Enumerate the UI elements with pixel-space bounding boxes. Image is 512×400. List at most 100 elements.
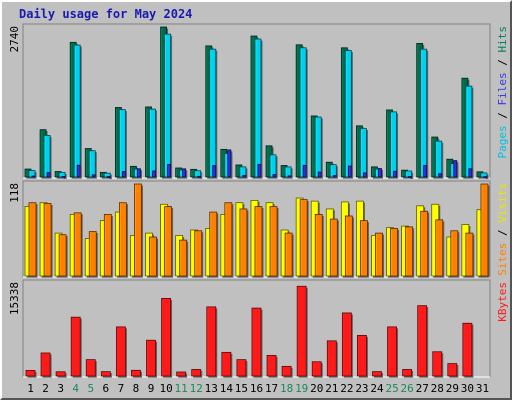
bar-sites-day-8 xyxy=(134,183,142,277)
side-label-hits: Hits xyxy=(496,26,509,53)
bar-sites-day-9 xyxy=(149,236,157,277)
x-tick-label-day-29: 29 xyxy=(446,382,459,395)
bar-pages-day-3-shadow xyxy=(63,177,67,179)
x-tick-label-day-22: 22 xyxy=(340,382,353,395)
bar-kbytes-day-16 xyxy=(251,307,262,377)
bar-sites-day-27 xyxy=(420,210,429,277)
bar-kbytes-day-12 xyxy=(191,369,202,377)
x-tick-label-day-9: 9 xyxy=(148,382,155,395)
x-tick-label-day-23: 23 xyxy=(355,382,368,395)
bar-pages-day-1-shadow xyxy=(33,177,37,179)
x-tick-label-day-25: 25 xyxy=(385,382,398,395)
x-tick-label-day-8: 8 xyxy=(133,382,140,395)
x-tick-label-day-21: 21 xyxy=(325,382,338,395)
side-label-sites: Sites xyxy=(496,243,509,276)
x-tick-label-day-26: 26 xyxy=(401,382,414,395)
x-tick-label-day-14: 14 xyxy=(220,382,234,395)
x-tick-label-day-3: 3 xyxy=(57,382,64,395)
bar-sites-day-16 xyxy=(254,206,263,277)
bar-kbytes-day-23 xyxy=(357,334,367,377)
bar-sites-day-12 xyxy=(194,230,203,277)
side-label-separator: / xyxy=(496,223,509,243)
x-tick-label-day-16: 16 xyxy=(250,382,263,395)
bar-sites-day-7 xyxy=(118,202,127,277)
side-label-kbytes: KBytes xyxy=(496,282,509,322)
x-tick-label-day-1: 1 xyxy=(27,382,34,395)
bar-kbytes-day-13 xyxy=(206,306,217,377)
bar-kbytes-day-30 xyxy=(462,322,473,377)
bar-kbytes-day-20 xyxy=(311,361,322,377)
x-tick-label-day-17: 17 xyxy=(265,382,278,395)
bar-kbytes-day-8 xyxy=(131,369,141,377)
bar-sites-day-18 xyxy=(284,232,293,277)
bar-kbytes-day-28 xyxy=(432,351,443,377)
x-tick-label-day-15: 15 xyxy=(235,382,248,395)
bar-sites-day-10 xyxy=(164,206,172,277)
side-label-separator: / xyxy=(496,53,509,73)
bar-kbytes-day-10 xyxy=(161,297,171,377)
bar-pages-day-12-shadow xyxy=(199,177,203,179)
bar-sites-day-11 xyxy=(179,239,188,277)
x-tick-label-day-11: 11 xyxy=(175,382,188,395)
bar-sites-day-29 xyxy=(450,230,459,277)
x-tick-label-day-31: 31 xyxy=(476,382,489,395)
x-tick-label-day-6: 6 xyxy=(103,382,110,395)
bar-sites-day-13 xyxy=(209,211,218,277)
bar-kbytes-day-26 xyxy=(402,369,413,377)
bar-kbytes-day-18 xyxy=(281,365,292,377)
bar-pages-day-21-shadow xyxy=(334,177,338,179)
bar-pages-day-18-shadow xyxy=(289,177,293,179)
x-tick-label-day-18: 18 xyxy=(280,382,293,395)
panel-visits-sites-ymax-label: 118 xyxy=(8,183,21,203)
bar-sites-day-20 xyxy=(314,214,323,277)
bar-sites-day-5 xyxy=(88,231,97,277)
bar-sites-day-17 xyxy=(269,206,278,277)
x-tick-label-day-12: 12 xyxy=(190,382,203,395)
x-tick-label-day-27: 27 xyxy=(416,382,429,395)
bar-sites-day-31 xyxy=(480,183,489,277)
bar-kbytes-day-21 xyxy=(326,340,337,377)
bar-kbytes-day-4 xyxy=(70,316,81,377)
bar-sites-day-15 xyxy=(239,208,248,277)
bar-kbytes-day-3 xyxy=(55,371,66,377)
side-label-pages: Pages xyxy=(496,125,509,158)
bar-kbytes-day-24 xyxy=(372,371,382,377)
panel-hits-files-pages-side-label: Pages / Files / Hits xyxy=(496,26,509,159)
bar-sites-day-3 xyxy=(58,234,67,277)
side-label-visits: Visits xyxy=(496,183,509,223)
bar-kbytes-day-15 xyxy=(236,359,247,377)
bar-pages-day-5-shadow xyxy=(93,176,97,179)
bar-pages-day-26-shadow xyxy=(410,177,414,179)
side-label-separator: / xyxy=(496,106,509,126)
x-tick-label-day-13: 13 xyxy=(205,382,218,395)
bar-pages-day-31-shadow xyxy=(485,178,489,180)
x-tick-label-day-30: 30 xyxy=(461,382,474,395)
x-tick-label-day-10: 10 xyxy=(159,382,172,395)
x-tick-label-day-20: 20 xyxy=(310,382,323,395)
bar-kbytes-day-25 xyxy=(387,326,397,377)
panel-visits-sites-side-label: Sites / Visits xyxy=(496,183,509,276)
bar-sites-day-14 xyxy=(224,202,233,277)
x-tick-label-day-2: 2 xyxy=(42,382,49,395)
panel-kbytes-ymax-label: 15338 xyxy=(8,282,21,315)
bar-kbytes-day-11 xyxy=(176,371,187,377)
bar-sites-day-23 xyxy=(360,220,368,277)
side-label-files: Files xyxy=(496,72,509,105)
panel-kbytes-side-label: KBytes xyxy=(496,282,509,322)
bar-kbytes-day-9 xyxy=(146,339,156,377)
bar-sites-day-4 xyxy=(73,212,82,277)
bar-sites-day-1 xyxy=(28,202,37,277)
bar-kbytes-day-7 xyxy=(115,326,126,377)
bar-kbytes-day-14 xyxy=(221,351,232,377)
bar-pages-day-6-shadow xyxy=(108,178,112,180)
bar-sites-day-26 xyxy=(405,226,414,277)
bar-sites-day-19 xyxy=(299,199,308,277)
bar-kbytes-day-29 xyxy=(447,363,458,377)
bar-sites-day-2 xyxy=(43,203,52,277)
bar-sites-day-30 xyxy=(465,232,474,277)
bar-sites-day-25 xyxy=(390,228,398,277)
bar-kbytes-day-5 xyxy=(85,359,96,377)
bar-sites-day-21 xyxy=(329,218,338,277)
x-tick-label-day-4: 4 xyxy=(72,382,79,395)
